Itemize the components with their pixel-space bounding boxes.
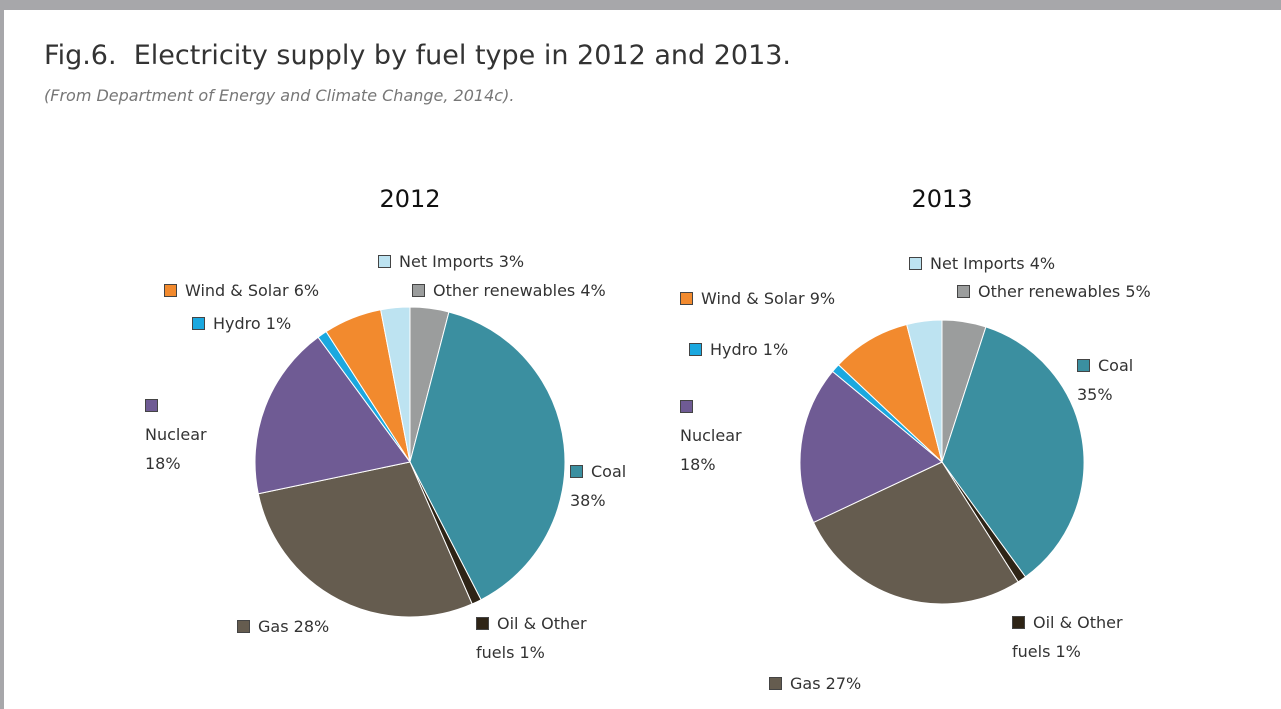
category-name: Other renewables — [433, 281, 576, 300]
legend-swatch — [689, 343, 702, 356]
pie-slice — [837, 323, 943, 464]
pie-title: 2012 — [379, 185, 440, 213]
legend-swatch — [570, 465, 583, 478]
value-label: 1% — [519, 643, 545, 662]
value-label: 5% — [1125, 282, 1151, 301]
category-name: Nuclear — [145, 425, 207, 444]
pie-slice — [257, 461, 473, 618]
category-name: Net Imports — [930, 254, 1025, 273]
value-label: 3% — [498, 252, 525, 271]
pie-slice — [812, 461, 1019, 605]
legend-swatch — [164, 284, 177, 297]
pie-slice — [380, 306, 411, 463]
legend-swatch — [412, 284, 425, 297]
legend-swatch — [680, 400, 693, 413]
category-name: Hydro — [710, 340, 758, 359]
pie-slice — [409, 311, 566, 601]
slice-label: Other renewables 5% — [957, 277, 1217, 306]
category-name: Oil & Other fuels — [1012, 613, 1123, 661]
value-label: 27% — [825, 674, 862, 693]
category-name: Net Imports — [399, 252, 494, 271]
slice-label: Gas 27% — [769, 669, 929, 698]
pie-slice — [941, 326, 1085, 578]
legend-swatch — [145, 399, 158, 412]
value-label: 4% — [580, 281, 606, 300]
legend-swatch — [1077, 359, 1090, 372]
slice-label: Wind & Solar 6% — [164, 276, 364, 305]
value-label: 1% — [762, 340, 789, 359]
value-label: 18% — [680, 455, 716, 474]
slice-label: Coal 38% — [570, 457, 640, 515]
category-name: Oil & Other fuels — [476, 614, 587, 662]
category-name: Gas — [790, 674, 821, 693]
category-name: Wind & Solar — [185, 281, 289, 300]
legend-swatch — [1012, 616, 1025, 629]
legend-swatch — [378, 255, 391, 268]
category-name: Other renewables — [978, 282, 1121, 301]
slice-label: Oil & Other fuels 1% — [476, 609, 601, 667]
slice-label: Hydro 1% — [689, 335, 849, 364]
category-name: Nuclear — [680, 426, 742, 445]
category-name: Gas — [258, 617, 289, 636]
slice-label: Gas 28% — [237, 612, 397, 641]
category-name: Coal — [591, 462, 627, 481]
legend-swatch — [957, 285, 970, 298]
value-label: 4% — [1029, 254, 1056, 273]
slice-label: Oil & Other fuels 1% — [1012, 608, 1137, 666]
value-label: 38% — [570, 491, 606, 510]
value-label: 6% — [293, 281, 320, 300]
slice-label: Net Imports 4% — [909, 249, 1109, 278]
slice-label: Other renewables 4% — [412, 276, 672, 305]
category-name: Hydro — [213, 314, 261, 333]
value-label: 1% — [265, 314, 292, 333]
legend-swatch — [237, 620, 250, 633]
legend-swatch — [680, 292, 693, 305]
slice-label: Net Imports 3% — [378, 247, 578, 276]
pie-slice — [906, 319, 943, 463]
page-subtitle: (From Department of Energy and Climate C… — [44, 86, 515, 105]
legend-swatch — [192, 317, 205, 330]
pie-slice — [799, 370, 943, 524]
category-name: Coal — [1098, 356, 1134, 375]
slice-label: Wind & Solar 9% — [680, 284, 880, 313]
category-name: Wind & Solar — [701, 289, 805, 308]
legend-swatch — [476, 617, 489, 630]
pie-slice — [254, 336, 411, 495]
value-label: 18% — [145, 454, 181, 473]
slice-label: Coal 35% — [1077, 351, 1147, 409]
page-title: Fig.6. Electricity supply by fuel type i… — [44, 40, 792, 71]
pie-title: 2013 — [911, 185, 972, 213]
value-label: 35% — [1077, 385, 1113, 404]
legend-swatch — [909, 257, 922, 270]
legend-swatch — [769, 677, 782, 690]
slice-label: Nuclear 18% — [680, 392, 750, 479]
value-label: 1% — [1055, 642, 1081, 661]
slice-label: Nuclear 18% — [145, 391, 215, 478]
value-label: 9% — [809, 289, 836, 308]
value-label: 28% — [293, 617, 330, 636]
slice-label: Hydro 1% — [192, 309, 352, 338]
